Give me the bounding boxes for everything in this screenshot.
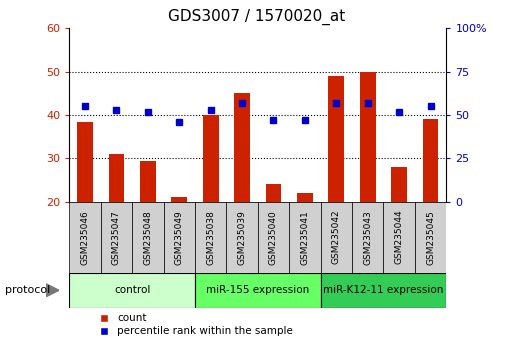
Bar <box>383 202 415 273</box>
Bar <box>69 202 101 273</box>
Bar <box>109 154 124 202</box>
Text: GSM235047: GSM235047 <box>112 210 121 264</box>
Bar <box>360 72 376 202</box>
Bar <box>234 93 250 202</box>
Text: GSM235046: GSM235046 <box>81 210 89 264</box>
Bar <box>321 202 352 273</box>
Text: control: control <box>114 285 150 295</box>
Text: GSM235041: GSM235041 <box>301 210 309 264</box>
Bar <box>297 193 313 202</box>
Text: GSM235042: GSM235042 <box>332 210 341 264</box>
Bar <box>391 167 407 202</box>
Bar <box>289 202 321 273</box>
Bar <box>132 202 164 273</box>
Bar <box>226 202 258 273</box>
Text: miR-K12-11 expression: miR-K12-11 expression <box>323 285 444 295</box>
Text: GSM235048: GSM235048 <box>143 210 152 264</box>
Text: GSM235040: GSM235040 <box>269 210 278 264</box>
Bar <box>258 202 289 273</box>
Bar <box>423 119 439 202</box>
Bar <box>352 202 383 273</box>
Text: GSM235039: GSM235039 <box>238 210 247 265</box>
Text: GDS3007 / 1570020_at: GDS3007 / 1570020_at <box>168 9 345 25</box>
Bar <box>415 202 446 273</box>
Polygon shape <box>46 284 59 297</box>
Bar <box>321 273 446 308</box>
Text: GSM235049: GSM235049 <box>175 210 184 264</box>
Bar <box>101 202 132 273</box>
Bar <box>140 161 155 202</box>
Bar <box>69 273 195 308</box>
Bar <box>203 115 219 202</box>
Text: GSM235045: GSM235045 <box>426 210 435 264</box>
Text: GSM235038: GSM235038 <box>206 210 215 265</box>
Text: miR-155 expression: miR-155 expression <box>206 285 309 295</box>
Text: GSM235044: GSM235044 <box>394 210 404 264</box>
Text: GSM235043: GSM235043 <box>363 210 372 264</box>
Text: protocol: protocol <box>5 285 50 295</box>
Bar <box>195 202 226 273</box>
Bar <box>328 76 344 202</box>
Legend: count, percentile rank within the sample: count, percentile rank within the sample <box>93 313 293 336</box>
Bar <box>164 202 195 273</box>
Bar <box>266 184 281 202</box>
Bar <box>77 121 93 202</box>
Bar <box>171 198 187 202</box>
Bar <box>195 273 321 308</box>
